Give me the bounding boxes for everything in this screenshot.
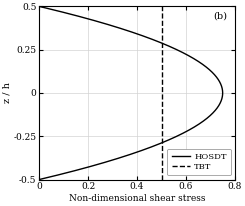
Y-axis label: z / h: z / h <box>3 83 12 103</box>
Legend: HOSDT, TBT: HOSDT, TBT <box>167 149 231 175</box>
Text: (b): (b) <box>213 12 227 21</box>
X-axis label: Non-dimensional shear stress: Non-dimensional shear stress <box>69 194 205 203</box>
